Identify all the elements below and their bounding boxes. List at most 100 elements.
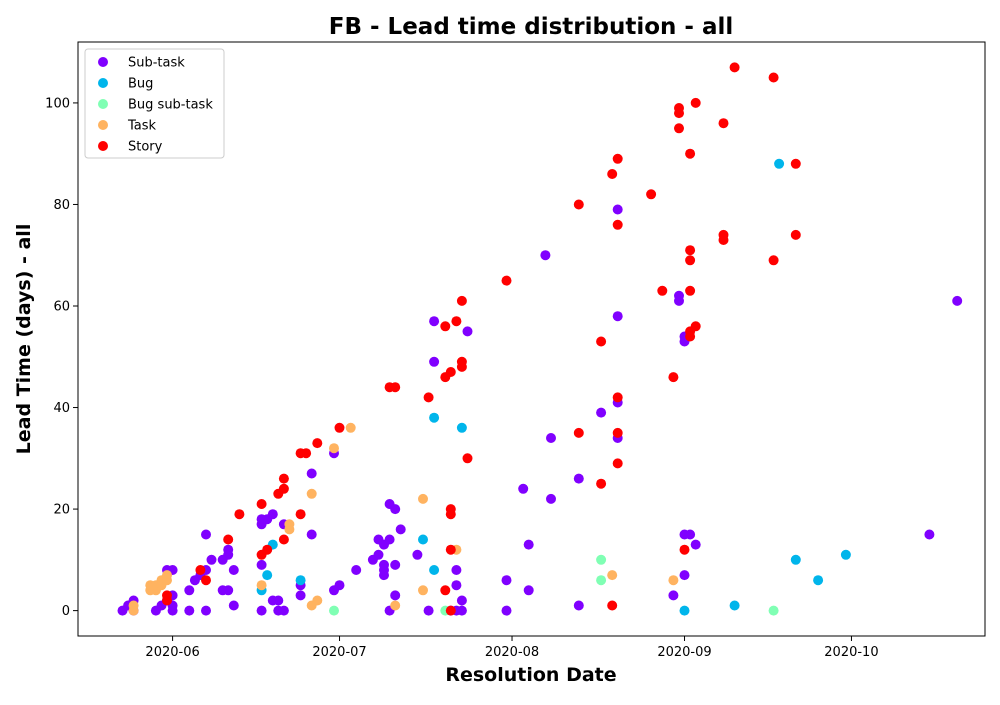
data-point	[445, 605, 456, 616]
y-tick-label: 0	[62, 604, 70, 619]
data-point	[201, 575, 211, 586]
data-point	[768, 72, 779, 83]
data-point	[573, 473, 584, 484]
data-point	[201, 529, 211, 540]
data-point	[228, 565, 239, 575]
data-point	[685, 285, 696, 296]
data-point	[456, 295, 467, 306]
data-point	[379, 570, 389, 581]
data-point	[718, 118, 729, 129]
data-point	[201, 605, 211, 616]
data-point	[295, 509, 306, 520]
data-point	[573, 427, 584, 438]
data-point	[790, 554, 801, 565]
data-point	[501, 575, 512, 586]
data-point	[390, 382, 401, 393]
data-point	[612, 427, 623, 438]
data-point	[162, 570, 172, 581]
data-point	[657, 285, 668, 296]
data-point	[546, 493, 556, 504]
data-point	[668, 590, 679, 601]
y-tick-label: 40	[53, 401, 70, 416]
data-point	[456, 605, 467, 616]
data-point	[718, 229, 729, 240]
data-point	[456, 595, 467, 606]
data-point	[462, 453, 473, 464]
data-point	[234, 509, 245, 520]
x-tick-label: 2020-06	[145, 645, 199, 660]
data-point	[329, 443, 339, 454]
series-4	[162, 62, 801, 616]
data-point	[668, 372, 679, 383]
data-point	[334, 422, 345, 433]
data-point	[607, 570, 618, 581]
data-point	[729, 600, 740, 611]
data-point	[679, 605, 690, 616]
points-layer	[117, 62, 963, 616]
data-point	[390, 600, 401, 611]
data-point	[790, 229, 801, 240]
x-axis-label: Resolution Date	[445, 664, 616, 686]
legend-label: Story	[128, 140, 163, 155]
y-tick-label: 80	[53, 198, 70, 213]
data-point	[952, 295, 963, 306]
legend-marker	[98, 57, 108, 67]
data-point	[184, 585, 195, 596]
legend-label: Bug sub-task	[128, 98, 213, 113]
data-point	[440, 321, 451, 332]
data-point	[607, 169, 618, 179]
plot-frame	[77, 41, 986, 637]
data-point	[774, 158, 785, 169]
data-point	[273, 595, 284, 606]
data-point	[256, 559, 267, 570]
x-axis: 2020-06 2020-07 2020-08 2020-09 2020-10	[145, 636, 879, 660]
data-point	[612, 204, 623, 215]
data-point	[395, 524, 406, 535]
x-tick-label: 2020-09	[657, 645, 711, 660]
data-point	[184, 605, 195, 616]
data-point	[418, 534, 428, 545]
data-point	[284, 524, 295, 535]
data-point	[306, 468, 317, 479]
data-point	[612, 311, 623, 322]
data-point	[685, 148, 696, 159]
data-point	[223, 534, 234, 545]
data-point	[790, 158, 801, 169]
data-point	[162, 595, 172, 606]
data-point	[523, 539, 534, 550]
data-point	[256, 605, 267, 616]
data-point	[674, 123, 684, 134]
y-axis: 0 20 40 60 80 100	[45, 96, 78, 619]
data-point	[445, 544, 456, 555]
data-point	[429, 316, 440, 327]
data-point	[390, 590, 401, 601]
data-point	[518, 483, 529, 494]
y-tick-label: 100	[45, 96, 70, 111]
legend-label: Sub-task	[128, 56, 185, 71]
data-point	[690, 321, 701, 332]
data-point	[607, 600, 618, 611]
data-point	[418, 585, 428, 596]
data-point	[390, 559, 401, 570]
series-3	[128, 422, 679, 616]
data-point	[429, 412, 440, 423]
data-point	[540, 250, 551, 261]
data-point	[451, 565, 462, 575]
legend-marker	[98, 120, 108, 130]
legend-marker	[98, 141, 108, 151]
data-point	[256, 580, 267, 591]
data-point	[924, 529, 935, 540]
data-point	[128, 600, 139, 611]
data-point	[278, 483, 289, 494]
data-point	[668, 575, 679, 586]
data-point	[334, 580, 345, 591]
data-point	[573, 199, 584, 210]
x-tick-label: 2020-10	[824, 645, 878, 660]
data-point	[306, 529, 317, 540]
data-point	[384, 534, 395, 545]
data-point	[351, 565, 362, 575]
data-point	[646, 189, 657, 200]
data-point	[390, 504, 401, 515]
